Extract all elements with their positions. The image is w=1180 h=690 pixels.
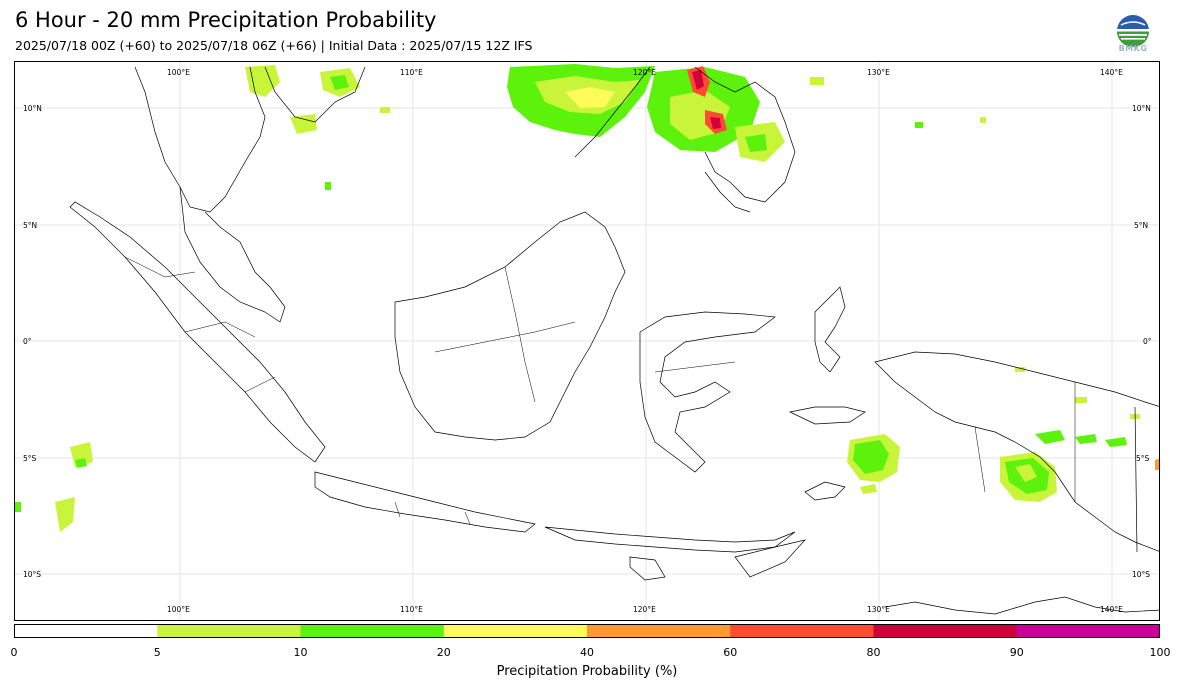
lat-label-left: 5°N bbox=[23, 221, 37, 230]
lat-label-right: 10°N bbox=[1132, 104, 1151, 113]
lon-label-bottom: 130°E bbox=[867, 605, 890, 614]
lat-labels-right: 10°N 5°N 0° 5°S 10°S bbox=[1132, 104, 1152, 579]
lat-label-left: 10°N bbox=[23, 104, 42, 113]
lat-label-left: 5°S bbox=[23, 454, 37, 463]
lat-label-right: 5°S bbox=[1136, 454, 1150, 463]
lon-labels-bottom: 100°E 110°E 120°E 130°E 140°E bbox=[167, 605, 1123, 614]
colorbar-segment bbox=[157, 624, 301, 638]
colorbar-border bbox=[14, 624, 1160, 638]
lat-labels-left: 10°N 5°N 0° 5°S 10°S bbox=[23, 104, 42, 579]
lat-label-right: 10°S bbox=[1132, 570, 1150, 579]
lat-label-left: 10°S bbox=[23, 570, 41, 579]
colorbar-segment bbox=[1016, 624, 1160, 638]
colorbar-tick-label: 40 bbox=[580, 646, 594, 659]
map-subtitle: 2025/07/18 00Z (+60) to 2025/07/18 06Z (… bbox=[15, 38, 533, 53]
map-title: 6 Hour - 20 mm Precipitation Probability bbox=[15, 8, 437, 32]
colorbar-tick-label: 60 bbox=[723, 646, 738, 659]
colorbar-tick-label: 5 bbox=[153, 646, 161, 659]
lon-label-top: 140°E bbox=[1100, 68, 1123, 77]
precip-shading bbox=[15, 64, 1159, 532]
colorbar-segment bbox=[587, 624, 731, 638]
lat-label-left: 0° bbox=[23, 337, 32, 346]
colorbar-title: Precipitation Probability (%) bbox=[496, 664, 678, 679]
colorbar-tick-label: 80 bbox=[866, 646, 881, 659]
province-boundaries bbox=[124, 256, 1076, 525]
lon-label-bottom: 120°E bbox=[633, 605, 656, 614]
lon-label-bottom: 110°E bbox=[400, 605, 423, 614]
bmkg-logo-text: BMKG bbox=[1118, 44, 1148, 53]
colorbar-tick-label: 20 bbox=[436, 646, 451, 659]
precipitation-map: 100°E 110°E 120°E 130°E 140°E 100°E 110°… bbox=[14, 61, 1160, 621]
lon-label-top: 110°E bbox=[400, 68, 423, 77]
map-gridlines bbox=[15, 62, 1159, 620]
lat-label-right: 0° bbox=[1143, 337, 1152, 346]
lon-label-top: 130°E bbox=[867, 68, 890, 77]
lon-label-top: 100°E bbox=[167, 68, 190, 77]
coastlines bbox=[69, 66, 1159, 615]
lat-label-right: 5°N bbox=[1134, 221, 1148, 230]
lon-label-bottom: 140°E bbox=[1100, 605, 1123, 614]
colorbar-segment bbox=[873, 624, 1018, 638]
colorbar-tick-label: 90 bbox=[1009, 646, 1024, 659]
colorbar-tick-label: 0 bbox=[10, 646, 18, 659]
colorbar-segment bbox=[300, 624, 445, 638]
map-svg: 100°E 110°E 120°E 130°E 140°E 100°E 110°… bbox=[15, 62, 1159, 620]
colorbar bbox=[14, 624, 1160, 638]
colorbar-segment bbox=[730, 624, 874, 638]
lon-labels-top: 100°E 110°E 120°E 130°E 140°E bbox=[167, 68, 1123, 77]
colorbar-tick-label: 100 bbox=[1149, 646, 1171, 659]
colorbar-segment bbox=[14, 624, 158, 638]
lon-label-bottom: 100°E bbox=[167, 605, 190, 614]
bmkg-logo-icon bbox=[1117, 15, 1149, 47]
colorbar-tick-label: 10 bbox=[293, 646, 308, 659]
lon-label-top: 120°E bbox=[633, 68, 656, 77]
colorbar-segment bbox=[443, 624, 588, 638]
